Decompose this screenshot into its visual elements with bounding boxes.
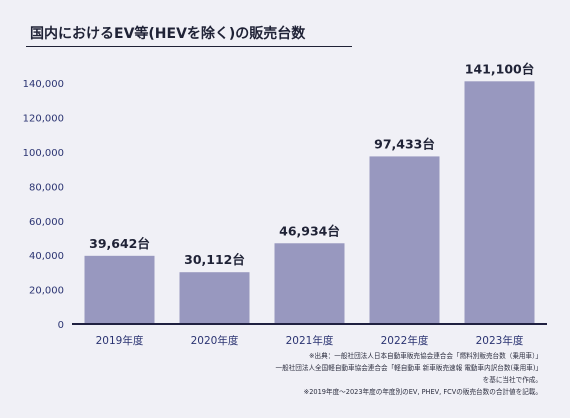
y-tick-label: 20,000 <box>29 286 64 297</box>
x-tick-label: 2019年度 <box>96 334 144 347</box>
data-labels: 39,642台 30,112台 46,934台 97,433台 141,100台 <box>89 61 534 267</box>
x-tick-label: 2020年度 <box>191 334 239 347</box>
y-tick-label: 140,000 <box>23 79 64 90</box>
y-tick-label: 0 <box>58 320 64 331</box>
y-axis-ticks: 0 20,000 40,000 60,000 80,000 100,000 120,000 1… <box>23 79 64 331</box>
x-tick-label: 2023年度 <box>476 334 524 347</box>
data-label: 97,433台 <box>374 136 435 151</box>
y-tick-label: 40,000 <box>29 251 64 262</box>
bar <box>84 255 155 324</box>
data-label: 141,100台 <box>465 61 534 76</box>
note-line: ※2019年度〜2023年度の年度別のEV, PHEV, FCVの販売台数の合計… <box>303 388 542 396</box>
data-label: 39,642台 <box>89 236 150 251</box>
y-tick-label: 120,000 <box>23 114 64 125</box>
bar <box>179 272 250 324</box>
note-line: ※出典：一般社団法人日本自動車販売協会連合会「燃料別販売台数（乗用車）」 <box>308 352 542 360</box>
y-tick-label: 80,000 <box>29 182 64 193</box>
y-tick-label: 100,000 <box>23 148 64 159</box>
data-label: 30,112台 <box>184 252 245 267</box>
bar <box>274 243 345 324</box>
chart-title: 国内におけるEV等(HEVを除く)の販売台数 <box>30 26 306 42</box>
x-axis-ticks: 2019年度 2020年度 2021年度 2022年度 2023年度 <box>96 334 524 347</box>
bars <box>84 81 535 324</box>
note-line: 一般社団法人全国軽自動車協会連合会「軽自動車 新車販売速報 電動車内訳台数(乗用… <box>275 364 543 372</box>
x-tick-label: 2022年度 <box>381 334 429 347</box>
y-tick-label: 60,000 <box>29 217 64 228</box>
x-tick-label: 2021年度 <box>286 334 334 347</box>
data-label: 46,934台 <box>279 223 340 238</box>
title-underline <box>26 46 352 47</box>
bar <box>369 156 440 324</box>
bar <box>464 81 535 324</box>
source-notes: ※出典：一般社団法人日本自動車販売協会連合会「燃料別販売台数（乗用車）」 一般社… <box>276 350 543 398</box>
note-line: を基に当社で作成。 <box>482 376 542 384</box>
